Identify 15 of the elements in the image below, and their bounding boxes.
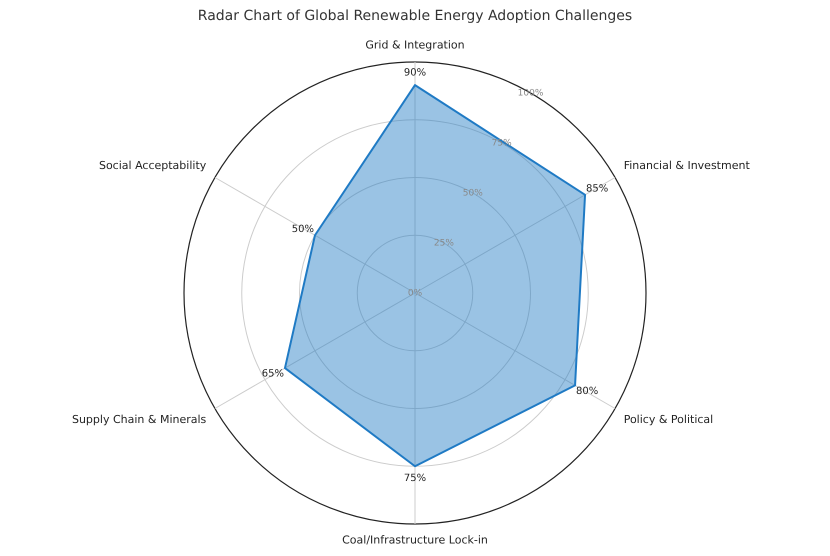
spoke-label: Grid & Integration [365, 38, 465, 52]
y-tick-label: 0% [408, 288, 423, 298]
spoke-label: Policy & Political [624, 412, 714, 426]
data-label: 65% [262, 368, 284, 380]
chart-title: Radar Chart of Global Renewable Energy Adoption Challenges [198, 8, 632, 24]
spoke-label: Social Acceptability [98, 158, 207, 172]
spoke-label: Coal/Infrastructure Lock-in [342, 533, 488, 546]
spoke-label: Financial & Investment [624, 158, 750, 172]
data-label: 90% [404, 68, 426, 79]
data-label: 85% [586, 183, 608, 194]
spoke-label: Supply Chain & Minerals [72, 412, 207, 426]
data-label: 75% [404, 472, 426, 484]
y-tick-label: 25% [434, 238, 454, 248]
data-label: 80% [576, 386, 598, 397]
data-label: 50% [292, 224, 314, 235]
